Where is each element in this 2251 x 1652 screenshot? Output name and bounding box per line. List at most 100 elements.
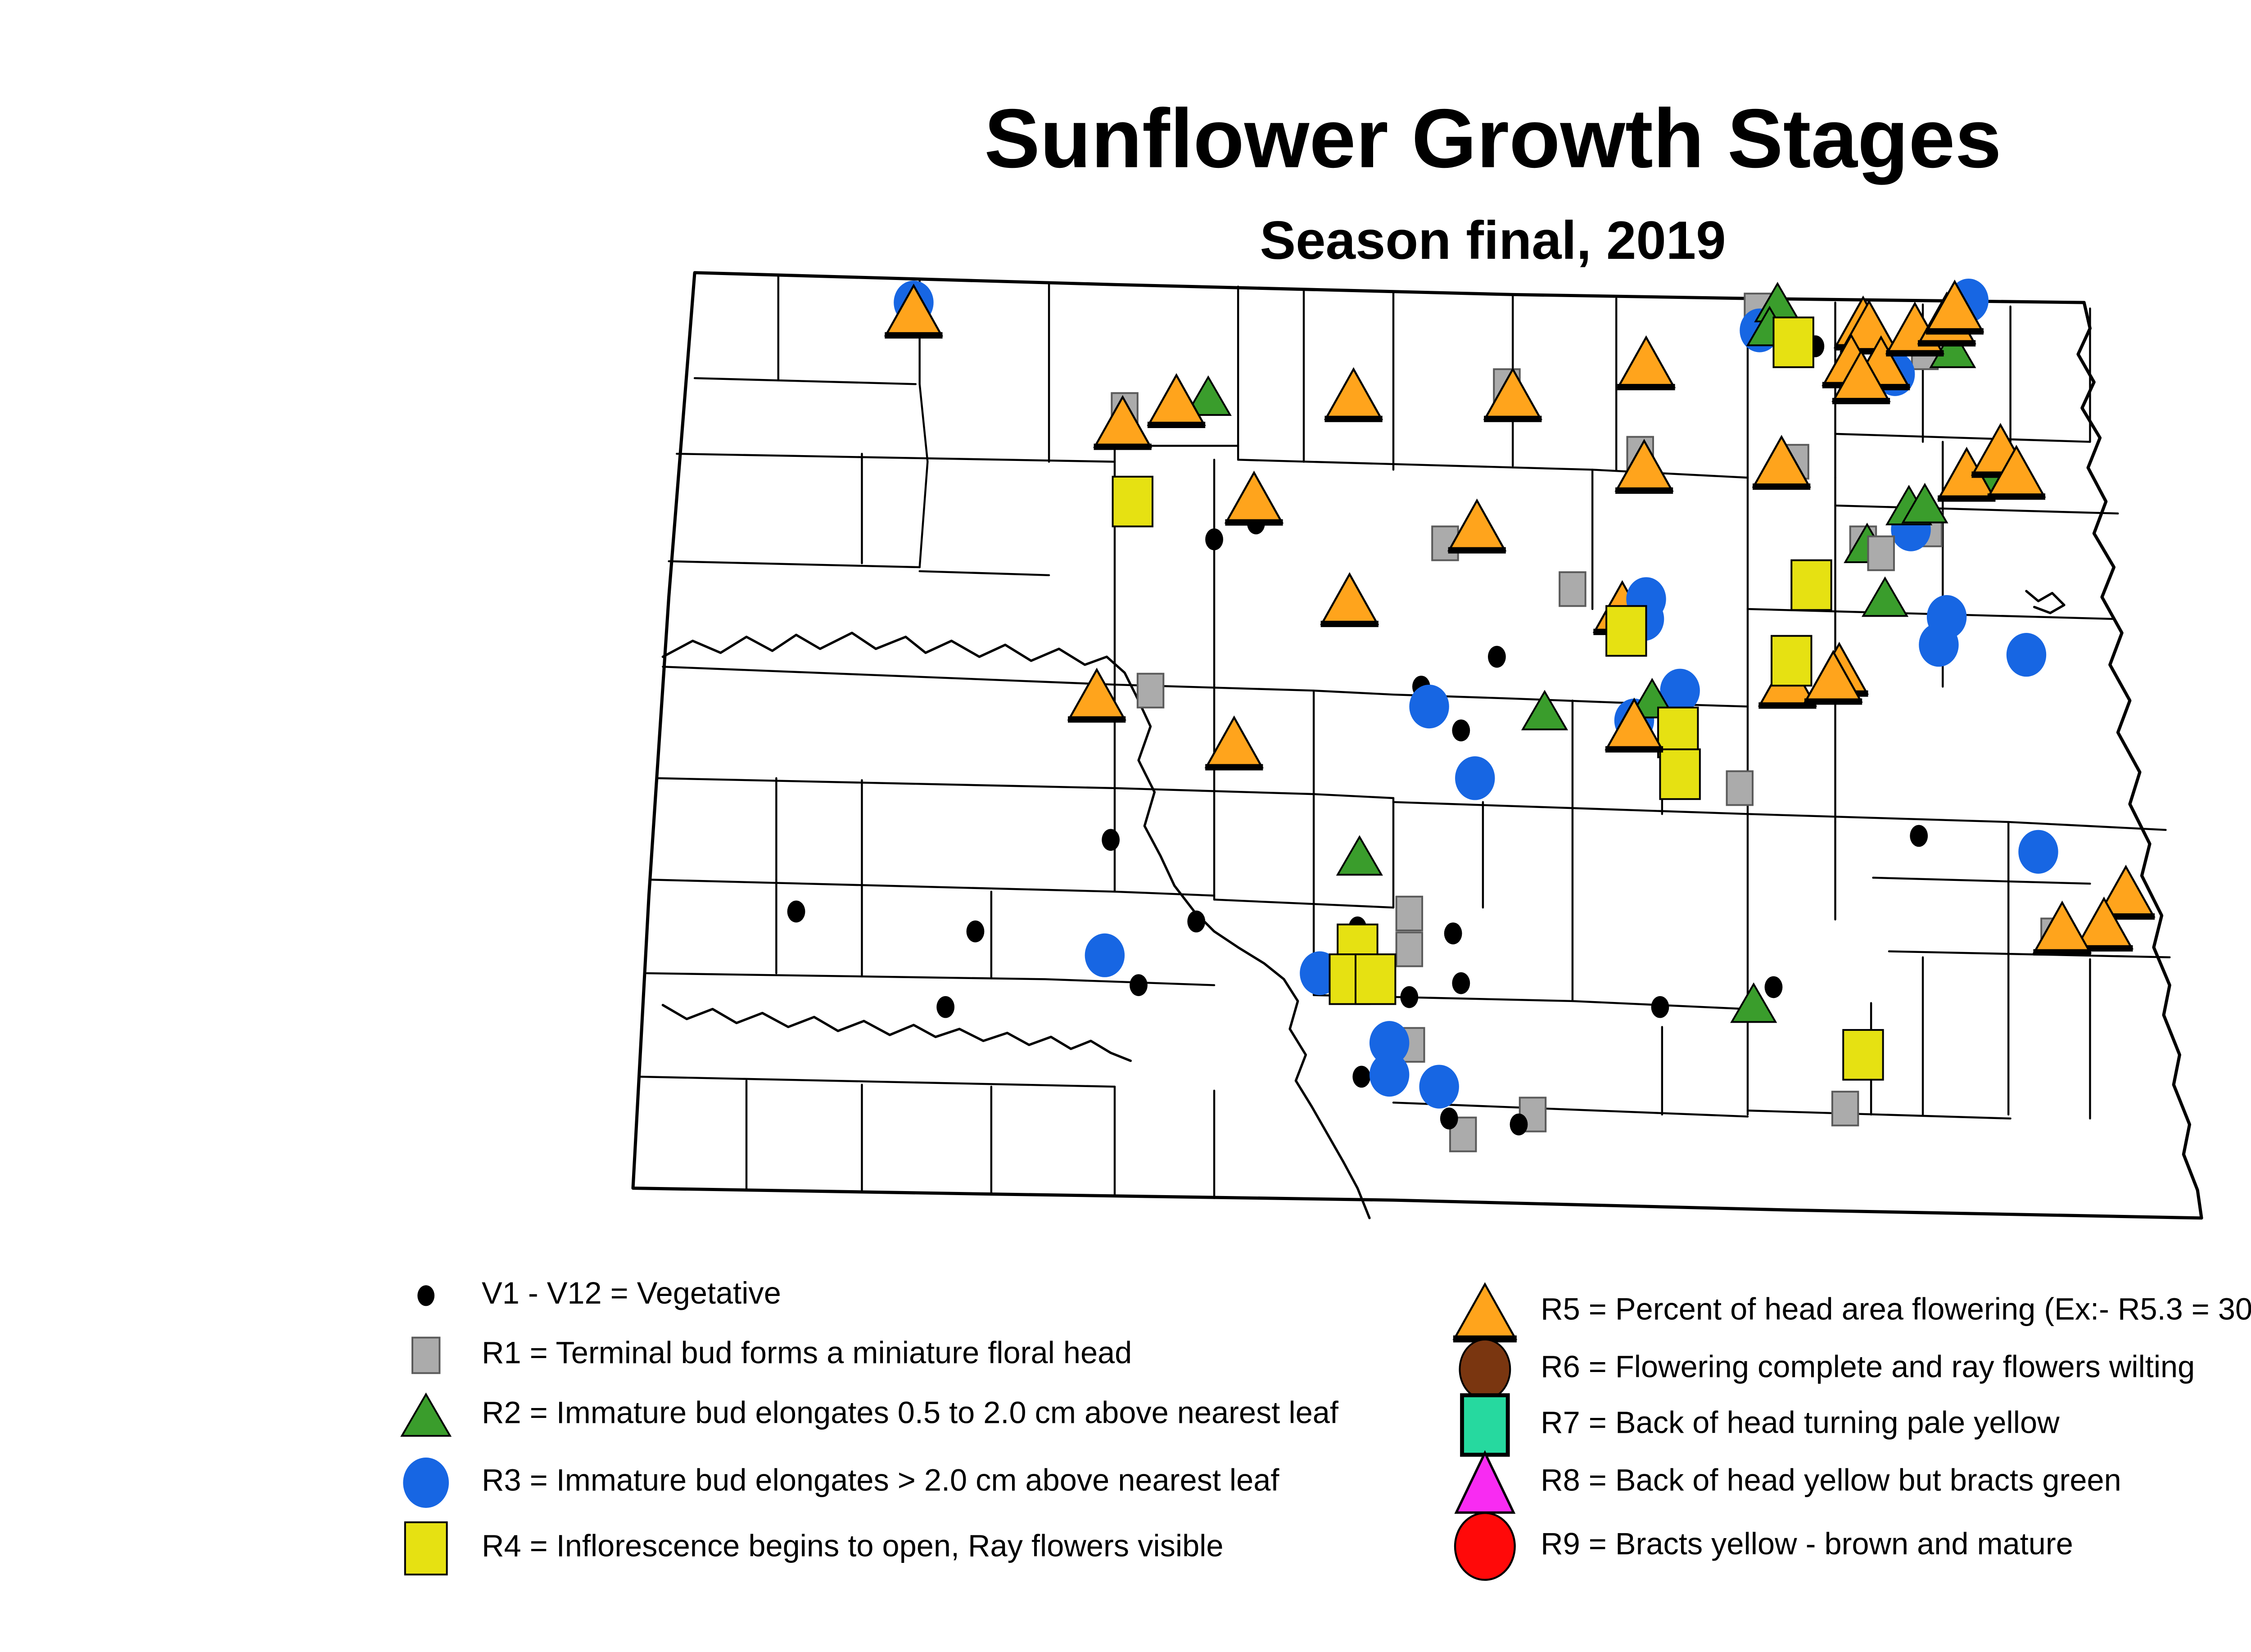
marker-v [1487, 645, 1506, 668]
marker-v [1910, 825, 1928, 847]
marker-v [1440, 1107, 1458, 1130]
marker-v [1130, 974, 1148, 996]
legend-item-r4: R4 = Inflorescence begins to open, Ray f… [390, 1511, 1224, 1586]
marker-r5 [1831, 349, 1891, 404]
marker-v [966, 920, 985, 943]
marker-r2 [1929, 327, 1976, 368]
legend-item-v: V1 - V12 = Vegetative [390, 1258, 781, 1333]
green-triangle-icon [400, 1392, 452, 1437]
legend-label-r5: R5 = Percent of head area flowering (Ex:… [1541, 1293, 2251, 1328]
marker-r1 [1726, 770, 1754, 806]
legend-item-r7: R7 = Back of head turning pale yellow [1449, 1387, 2060, 1463]
marker-r5 [1204, 715, 1264, 771]
legend-item-r5: R5 = Percent of head area flowering (Ex:… [1449, 1274, 2251, 1350]
legend-item-r9: R9 = Bracts yellow - brown and mature [1449, 1508, 2073, 1584]
marker-r5 [1483, 367, 1542, 422]
marker-r5 [1067, 668, 1126, 723]
county-lines [640, 275, 2171, 1199]
legend-item-r2: R2 = Immature bud elongates 0.5 to 2.0 c… [390, 1377, 1338, 1453]
legend-label-r1: R1 = Terminal bud forms a miniature flor… [481, 1337, 1132, 1372]
marker-r2 [1730, 982, 1777, 1023]
marker-v [1510, 1113, 1528, 1136]
legend-label-v: V1 - V12 = Vegetative [481, 1277, 781, 1312]
marker-v [1205, 528, 1223, 551]
marker-v [1452, 719, 1470, 741]
chart-subtitle: Season final, 2019 [1260, 211, 1726, 271]
chart-title: Sunflower Growth Stages [984, 91, 2002, 185]
marker-r4 [1354, 953, 1397, 1005]
legend-label-r2: R2 = Immature bud elongates 0.5 to 2.0 c… [481, 1397, 1338, 1431]
marker-r2 [1521, 690, 1568, 731]
marker-r3 [2018, 830, 2058, 874]
marker-r1 [1867, 535, 1895, 571]
yellow-square-icon [404, 1521, 448, 1575]
marker-r4 [1842, 1029, 1884, 1081]
marker-r5 [1224, 470, 1284, 526]
legend-item-r1: R1 = Terminal bud forms a miniature flor… [390, 1318, 1132, 1393]
marker-v [1444, 922, 1462, 944]
marker-r3 [1419, 1065, 1459, 1109]
black-dot-icon [417, 1285, 435, 1306]
marker-r5 [2032, 900, 2092, 956]
marker-r4 [1771, 635, 1813, 687]
marker-r1 [1831, 1091, 1859, 1127]
legend-label-r7: R7 = Back of head turning pale yellow [1541, 1407, 2060, 1441]
marker-r4 [1790, 559, 1832, 611]
marker-r2 [1336, 835, 1383, 876]
marker-v [1187, 910, 1206, 933]
marker-v [1352, 1065, 1371, 1088]
marker-r4 [1112, 475, 1153, 528]
marker-r5 [1752, 434, 1811, 490]
marker-r5 [1614, 438, 1674, 494]
marker-r5 [1447, 498, 1507, 554]
marker-r2 [1861, 576, 1909, 617]
marker-r3 [1085, 933, 1125, 977]
marker-v [1651, 996, 1669, 1018]
rivers [661, 590, 2066, 1219]
marker-r1 [1559, 571, 1587, 607]
marker-r5 [1987, 445, 2046, 500]
marker-v [1452, 972, 1470, 994]
blue-circle-icon [403, 1458, 449, 1508]
marker-r1 [1136, 673, 1165, 709]
legend-label-r3: R3 = Immature bud elongates > 2.0 cm abo… [481, 1465, 1279, 1499]
marker-r3 [1369, 1052, 1410, 1097]
marker-r2 [1184, 375, 1232, 416]
marker-r3 [1660, 668, 1700, 713]
cannonball-river [661, 1004, 1132, 1062]
legend-label-r6: R6 = Flowering complete and ray flowers … [1541, 1351, 2195, 1386]
marker-r5 [1616, 335, 1676, 391]
marker-v [1102, 829, 1120, 851]
marker-r1 [1395, 895, 1424, 931]
legend-item-r6: R6 = Flowering complete and ray flowers … [1449, 1332, 2195, 1407]
marker-r2 [1901, 483, 1948, 524]
marker-r3 [2006, 633, 2047, 677]
marker-v [787, 900, 805, 923]
marker-r5 [884, 283, 944, 339]
gray-square-icon [411, 1336, 441, 1374]
legend-label-r9: R9 = Bracts yellow - brown and mature [1541, 1528, 2073, 1562]
marker-r4 [1772, 316, 1814, 368]
devils-lake [2025, 590, 2066, 614]
marker-r5 [1605, 697, 1664, 753]
marker-r4 [1659, 748, 1701, 800]
marker-r3 [1455, 756, 1495, 800]
marker-r5 [1925, 280, 1984, 335]
marker-r1 [1395, 931, 1424, 967]
marker-r5 [1324, 367, 1383, 422]
legend-item-r8: R8 = Back of head yellow but bracts gree… [1449, 1445, 2121, 1521]
marker-r5 [1320, 572, 1379, 627]
state-border [631, 271, 2203, 1220]
marker-v [936, 996, 955, 1018]
marker-v [1764, 976, 1783, 998]
marker-v [1400, 986, 1419, 1008]
marker-r5 [1147, 373, 1206, 429]
legend-item-r3: R3 = Immature bud elongates > 2.0 cm abo… [390, 1445, 1279, 1521]
marker-r3 [1919, 623, 1959, 667]
marker-r5 [1093, 395, 1153, 450]
marker-r3 [1369, 1021, 1410, 1065]
marker-r5 [1804, 650, 1863, 705]
marker-r3 [1409, 684, 1449, 729]
